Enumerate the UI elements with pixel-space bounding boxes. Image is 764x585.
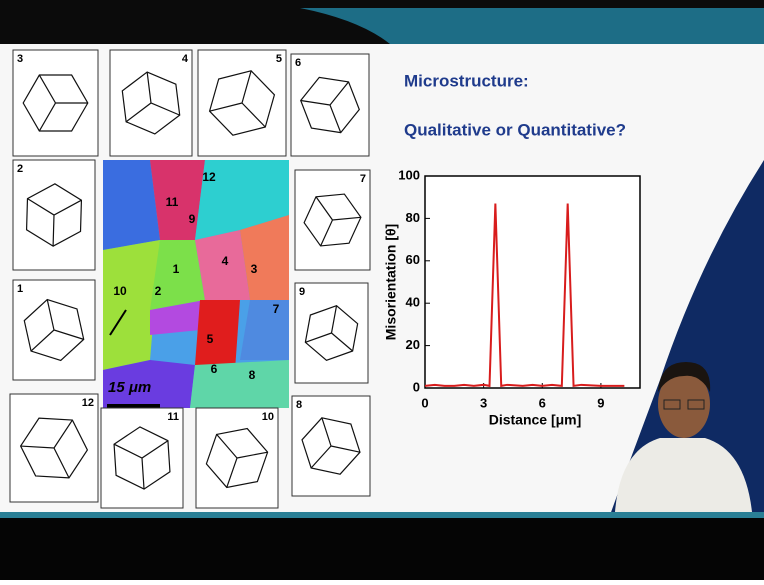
grain-label: 5 [207, 332, 214, 346]
grain-label: 9 [189, 212, 196, 226]
crystal-label: 5 [276, 53, 282, 65]
crystal-label: 3 [17, 53, 23, 65]
crystal-label: 12 [82, 397, 94, 409]
grain-label: 1 [173, 262, 180, 276]
y-tick-label: 60 [406, 252, 420, 267]
slide: Microstructure: Qualitative or Quantitat… [0, 0, 764, 580]
y-tick-label: 40 [406, 295, 420, 310]
grain-label: 11 [166, 195, 179, 209]
x-tick-label: 6 [539, 395, 546, 410]
grain-label: 3 [251, 262, 258, 276]
grain [103, 160, 160, 250]
plot-frame [425, 176, 640, 388]
grain-label: 4 [222, 254, 229, 268]
grain-label: 7 [273, 302, 280, 316]
crystal-label: 11 [167, 411, 179, 423]
crystal-label: 10 [262, 411, 274, 423]
crystal-label: 7 [360, 173, 366, 185]
crystal-label: 2 [17, 163, 23, 175]
crystal-label: 8 [296, 399, 302, 411]
y-tick-label: 20 [406, 337, 420, 352]
bottom-bar [0, 518, 764, 580]
x-tick-label: 0 [421, 395, 428, 410]
grain-label: 2 [155, 284, 162, 298]
y-axis-title: Misorientation [θ] [383, 224, 399, 340]
crystal-label: 4 [182, 53, 189, 65]
bottom-accent [0, 512, 764, 518]
grain-label: 12 [202, 170, 216, 184]
crystal-label: 9 [299, 286, 305, 298]
y-tick-label: 100 [398, 167, 420, 182]
grain-label: 6 [211, 362, 218, 376]
crystal-label: 6 [295, 57, 301, 69]
heading: Microstructure: [404, 71, 529, 90]
y-tick-label: 80 [406, 210, 420, 225]
grain-label: 10 [113, 284, 127, 298]
grain-label: 8 [249, 368, 256, 382]
grain [195, 300, 240, 370]
x-tick-label: 9 [597, 395, 604, 410]
x-axis-title: Distance [μm] [489, 412, 582, 428]
y-tick-label: 0 [413, 379, 420, 394]
x-tick-label: 3 [480, 395, 487, 410]
ebsd-map: 15 μm [103, 160, 289, 408]
grain [190, 360, 289, 408]
page: Microstructure: Qualitative or Quantitat… [0, 0, 764, 580]
subheading: Qualitative or Quantitative? [404, 120, 626, 139]
scale-label: 15 μm [108, 379, 151, 396]
crystal-label: 1 [17, 283, 23, 295]
